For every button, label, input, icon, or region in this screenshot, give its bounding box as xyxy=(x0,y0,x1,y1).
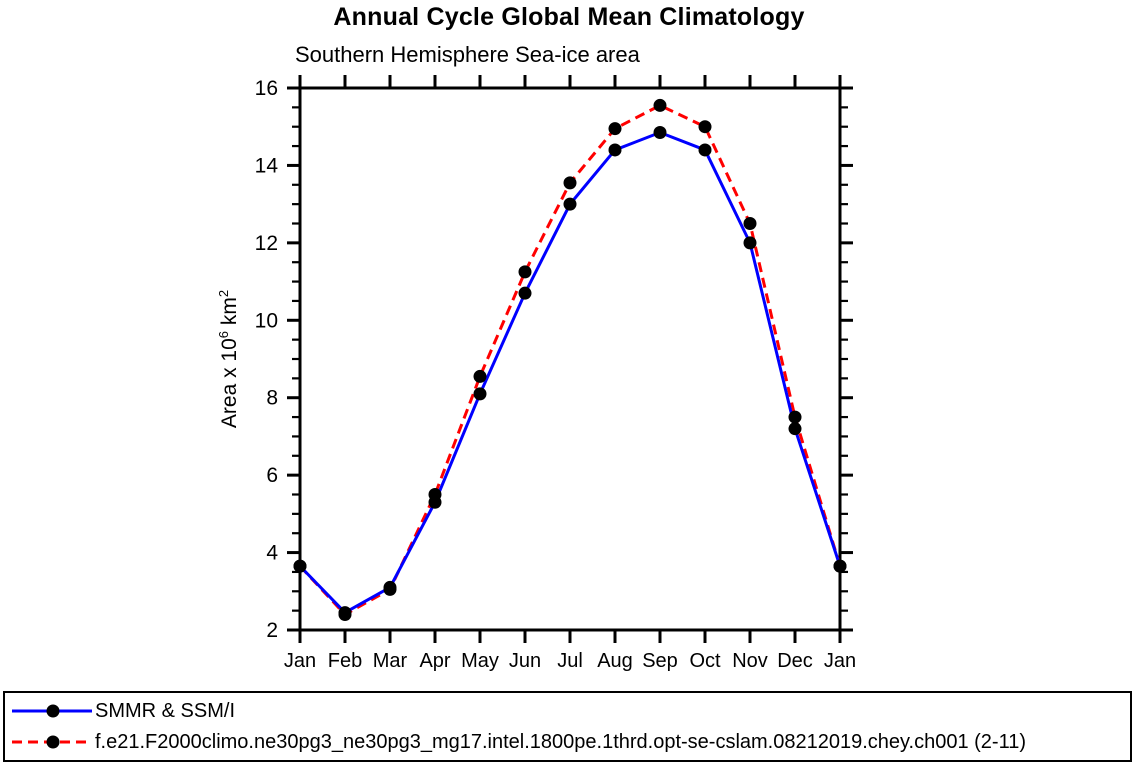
data-point-marker xyxy=(608,143,622,157)
data-point-marker xyxy=(473,387,487,401)
x-tick-label: Jul xyxy=(557,650,583,672)
y-tick-label: 10 xyxy=(255,309,278,332)
y-tick-label: 2 xyxy=(266,619,278,642)
x-tick-label: Aug xyxy=(597,650,633,672)
y-tick-label: 4 xyxy=(266,542,278,565)
data-point-marker xyxy=(563,197,577,211)
x-tick-label: Apr xyxy=(419,650,450,672)
data-point-marker xyxy=(743,217,757,230)
data-point-marker xyxy=(833,559,847,573)
legend-line-sample xyxy=(12,735,92,749)
data-point-marker xyxy=(338,608,352,622)
x-tick-label: Jan xyxy=(824,650,856,672)
y-tick-label: 12 xyxy=(255,232,278,255)
x-tick-label: Oct xyxy=(689,650,721,672)
data-point-marker xyxy=(383,582,397,596)
legend-box: SMMR & SSM/I f.e21.F2000climo.ne30pg3_ne3… xyxy=(3,691,1132,762)
y-tick-label: 6 xyxy=(266,464,278,487)
data-point-marker xyxy=(428,488,442,501)
x-tick-label: Jan xyxy=(284,650,316,672)
data-point-marker xyxy=(788,422,802,436)
data-point-marker xyxy=(698,120,712,134)
legend-label: f.e21.F2000climo.ne30pg3_ne30pg3_mg17.in… xyxy=(95,730,1027,753)
x-tick-label: Jun xyxy=(509,650,541,672)
y-tick-label: 16 xyxy=(255,77,278,100)
data-point-marker xyxy=(563,176,577,190)
legend-label: SMMR & SSM/I xyxy=(95,699,236,722)
data-point-marker xyxy=(608,122,622,136)
data-point-marker xyxy=(698,143,712,157)
chart-subtitle: Southern Hemisphere Sea-ice area xyxy=(295,42,640,67)
data-point-marker xyxy=(653,126,667,140)
y-tick-label: 14 xyxy=(255,154,279,177)
plot-frame xyxy=(298,86,842,632)
data-point-marker xyxy=(473,369,487,383)
legend-line-sample xyxy=(12,704,92,718)
data-point-marker xyxy=(653,98,667,112)
legend-row: SMMR & SSM/I xyxy=(10,700,1130,722)
legend-marker-dot xyxy=(46,735,60,749)
data-point-marker xyxy=(788,410,802,424)
x-tick-label: May xyxy=(461,650,499,672)
data-point-marker xyxy=(743,236,757,250)
data-point-marker xyxy=(518,265,532,279)
data-point-marker xyxy=(293,559,307,573)
x-tick-label: Mar xyxy=(373,650,408,672)
y-tick-label: 8 xyxy=(266,387,278,410)
x-tick-label: Nov xyxy=(732,650,768,672)
legend-row: f.e21.F2000climo.ne30pg3_ne30pg3_mg17.in… xyxy=(10,731,1130,753)
data-point-marker xyxy=(518,286,532,300)
legend-marker-dot xyxy=(46,704,60,718)
x-tick-label: Dec xyxy=(777,650,813,672)
x-tick-label: Sep xyxy=(642,650,678,672)
chart-title: Annual Cycle Global Mean Climatology xyxy=(333,3,805,31)
x-tick-label: Feb xyxy=(328,650,362,672)
